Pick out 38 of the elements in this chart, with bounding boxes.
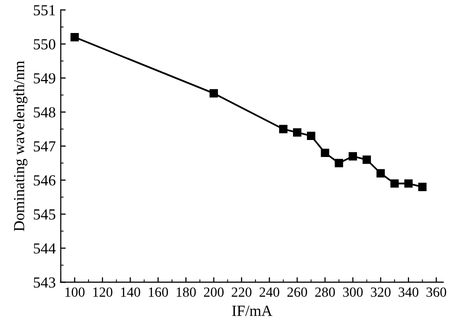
- x-tick-label: 240: [260, 287, 280, 297]
- x-tick-label: 140: [121, 287, 140, 297]
- point: [362, 156, 371, 164]
- y-tick-label: 548: [34, 107, 56, 118]
- x-tick-label: 120: [93, 287, 112, 297]
- x-tick-label: 180: [176, 287, 196, 297]
- y-tick-label: 543: [34, 277, 56, 288]
- y-tick-label: 545: [34, 209, 56, 220]
- y-tick-label: 547: [34, 141, 56, 152]
- point: [306, 132, 316, 140]
- x-tick-label: 200: [204, 287, 224, 297]
- point: [376, 169, 385, 178]
- y-tick-label: 550: [34, 39, 56, 50]
- point: [210, 89, 218, 98]
- x-tick-label: 100: [65, 287, 85, 297]
- point: [70, 33, 79, 42]
- y-axis-title: Dominating wavelength/nm: [14, 60, 28, 232]
- x-tick-label: 220: [232, 287, 252, 297]
- x-axis-title: IF/mA: [232, 306, 272, 316]
- x-tick-label: 360: [426, 287, 446, 297]
- point: [334, 158, 344, 168]
- point: [390, 179, 399, 188]
- y-tick-label: 544: [34, 243, 56, 254]
- point: [293, 128, 302, 137]
- point: [320, 148, 330, 158]
- x-tick-label: 340: [398, 287, 418, 297]
- x-tick-label: 260: [287, 287, 308, 297]
- y-tick-label: 549: [34, 73, 56, 84]
- point: [279, 124, 288, 134]
- point: [348, 152, 358, 160]
- x-tick-label: 320: [370, 287, 391, 297]
- y-tick-label: 546: [34, 175, 56, 186]
- point: [418, 182, 427, 192]
- x-tick-label: 280: [315, 287, 335, 297]
- x-tick-label: 300: [343, 287, 363, 297]
- point: [404, 179, 413, 188]
- y-tick-label: 551: [34, 5, 55, 16]
- x-tick-label: 160: [148, 287, 168, 297]
